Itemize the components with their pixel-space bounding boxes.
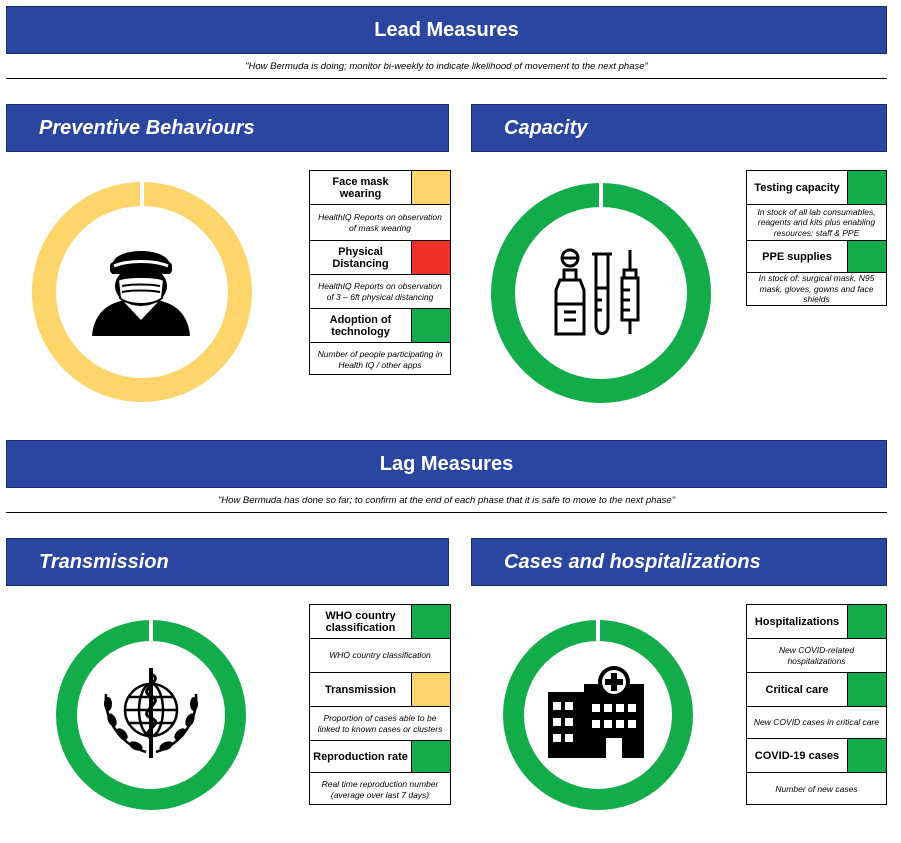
divider [6, 78, 887, 79]
masked-person-icon [92, 251, 190, 336]
lead-measures-banner: Lead Measures [6, 6, 887, 54]
table-row: Number of people participating in Health… [310, 343, 450, 376]
table-row: In stock of: surgical mask, N95 mask, gl… [747, 273, 886, 305]
ring-gap [599, 183, 603, 207]
table-row: New COVID-related hospitalizations [747, 639, 886, 673]
table-row: In stock of all lab consumables, reagent… [747, 205, 886, 241]
status-green [848, 673, 886, 706]
status-green [412, 309, 450, 342]
table-row: Testing capacity [747, 171, 886, 205]
status-green [412, 605, 450, 638]
row-description: WHO country classification [329, 650, 431, 661]
preventive-table: Face mask wearing HealthIQ Reports on ob… [309, 170, 451, 375]
table-row: PPE supplies [747, 241, 886, 273]
row-label: Transmission [310, 673, 412, 706]
table-row: HealthIQ Reports on observation of mask … [310, 205, 450, 241]
transmission-header: Transmission [6, 538, 449, 586]
status-green [848, 605, 886, 638]
row-label: Reproduction rate [310, 741, 412, 772]
capacity-table: Testing capacity In stock of all lab con… [746, 170, 887, 306]
row-label: Hospitalizations [747, 605, 848, 638]
row-description: Number of new cases [775, 784, 858, 795]
ring-gap [596, 620, 600, 641]
transmission-title: Transmission [39, 550, 169, 573]
divider [6, 512, 887, 513]
row-description: In stock of all lab consumables, reagent… [757, 206, 876, 238]
status-yellow [412, 171, 450, 204]
status-yellow [412, 673, 450, 706]
status-red [412, 241, 450, 274]
lead-measures-subtitle: "How Bermuda is doing; monitor bi-weekly… [245, 61, 648, 72]
row-description: New COVID cases in critical care [753, 717, 880, 728]
status-green [848, 739, 886, 772]
lead-measures-title: Lead Measures [374, 18, 519, 41]
table-row: New COVID cases in critical care [747, 707, 886, 739]
row-description: New COVID-related hospitalizations [778, 644, 855, 666]
capacity-title: Capacity [504, 116, 588, 139]
status-green [848, 241, 886, 272]
status-green [412, 741, 450, 772]
table-row: HealthIQ Reports on observation of 3 – 6… [310, 275, 450, 309]
table-row: Face mask wearing [310, 171, 450, 205]
transmission-table: WHO country classification WHO country c… [309, 604, 451, 805]
row-label: Physical Distancing [310, 241, 412, 274]
table-row: Physical Distancing [310, 241, 450, 275]
row-label: Face mask wearing [310, 171, 412, 204]
table-row: WHO country classification [310, 639, 450, 673]
ring-gap [149, 620, 153, 641]
lag-measures-subtitle: "How Bermuda has done so far; to confirm… [217, 495, 676, 506]
row-label: WHO country classification [310, 605, 412, 638]
preventive-behaviours-header: Preventive Behaviours [6, 104, 449, 152]
cases-hospitalizations-title: Cases and hospitalizations [504, 550, 761, 573]
table-row: Critical care [747, 673, 886, 707]
hospital-icon [548, 666, 644, 758]
row-description: HealthIQ Reports on observation of 3 – 6… [318, 280, 442, 302]
table-row: WHO country classification [310, 605, 450, 639]
table-row: COVID-19 cases [747, 739, 886, 773]
row-label: Adoption of technology [310, 309, 412, 342]
row-label: PPE supplies [747, 241, 848, 272]
table-row: Adoption of technology [310, 309, 450, 343]
ring-gap [140, 182, 144, 206]
capacity-header: Capacity [471, 104, 887, 152]
lab-equipment-icon [554, 248, 640, 336]
row-description: Real time reproduction number (average o… [321, 778, 439, 800]
row-description: In stock of: surgical mask, N95 mask, gl… [758, 273, 875, 305]
preventive-behaviours-title: Preventive Behaviours [39, 116, 255, 139]
row-label: COVID-19 cases [747, 739, 848, 772]
row-description: HealthIQ Reports on observation of mask … [318, 211, 442, 233]
table-row: Reproduction rate [310, 741, 450, 773]
cases-table: Hospitalizations New COVID-related hospi… [746, 604, 887, 805]
lag-measures-title: Lag Measures [379, 452, 514, 475]
who-emblem-icon [104, 668, 198, 758]
row-label: Critical care [747, 673, 848, 706]
lag-measures-banner: Lag Measures [6, 440, 887, 488]
cases-hospitalizations-header: Cases and hospitalizations [471, 538, 887, 586]
row-description: Proportion of cases able to be linked to… [317, 712, 443, 734]
row-description: Number of people participating in Health… [317, 348, 443, 370]
table-row: Proportion of cases able to be linked to… [310, 707, 450, 741]
table-row: Transmission [310, 673, 450, 707]
row-label: Testing capacity [747, 171, 848, 204]
table-row: Number of new cases [747, 773, 886, 806]
status-green [848, 171, 886, 204]
table-row: Real time reproduction number (average o… [310, 773, 450, 806]
table-row: Hospitalizations [747, 605, 886, 639]
